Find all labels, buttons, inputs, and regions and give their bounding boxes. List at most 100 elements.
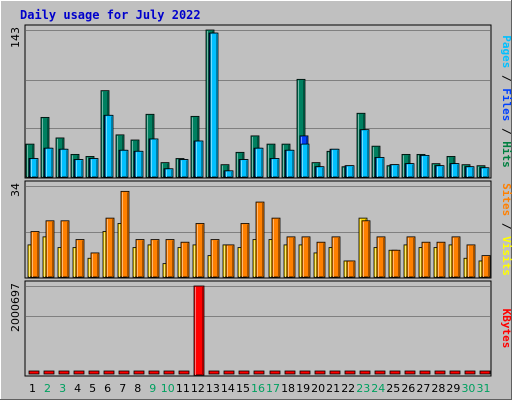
side-legend-part: Visits	[500, 236, 512, 276]
panel-kbytes: 2000697 KBytes	[9, 280, 512, 377]
bar-kbytes-day-24	[374, 370, 386, 375]
bar-pages-day-13	[209, 32, 219, 178]
day-label-25: 25	[386, 382, 400, 395]
bar-sites-day-4	[75, 239, 85, 278]
day-label-5: 5	[89, 382, 96, 395]
series-sites	[30, 190, 491, 278]
bar-pages-day-22	[345, 165, 355, 178]
bar-kbytes-day-8	[133, 370, 145, 375]
day-label-29: 29	[446, 382, 460, 395]
bar-kbytes-day-3	[58, 370, 70, 375]
bar-kbytes-day-9	[148, 370, 160, 375]
bar-sites-day-12	[195, 223, 205, 278]
bar-kbytes-day-29	[449, 370, 461, 375]
day-label-9: 9	[149, 382, 156, 395]
bar-kbytes-day-7	[118, 370, 130, 375]
bar-sites-day-11	[180, 241, 190, 278]
bar-kbytes-day-6	[103, 370, 115, 375]
bar-sites-day-23	[361, 220, 371, 278]
bar-pages-day-24	[375, 157, 385, 178]
day-label-26: 26	[401, 382, 415, 395]
bar-kbytes-day-16	[253, 370, 265, 375]
bar-sites-day-8	[135, 239, 145, 278]
bar-pages-day-29	[450, 163, 460, 178]
bar-kbytes-day-28	[434, 370, 446, 375]
bar-kbytes-day-11	[178, 370, 190, 375]
day-label-24: 24	[371, 382, 385, 395]
bar-sites-day-20	[316, 241, 326, 278]
bar-pages-day-25	[390, 164, 400, 178]
bar-sites-day-5	[90, 252, 100, 278]
series-pages	[29, 32, 490, 178]
day-label-7: 7	[119, 382, 126, 395]
bar-pages-day-26	[405, 163, 415, 178]
bar-pages-day-28	[435, 165, 445, 178]
bar-kbytes-day-14	[223, 370, 235, 375]
chart-panels: 143 Pages / Files / Hits 34 Sites / Visits 2…	[9, 24, 512, 377]
y-max-label: 2000697	[9, 283, 22, 332]
side-legend: KBytes	[500, 309, 512, 349]
day-label-17: 17	[266, 382, 280, 395]
bar-kbytes-day-5	[88, 370, 100, 375]
chart-title: Daily usage for July 2022	[20, 8, 201, 22]
bar-sites-day-29	[451, 236, 461, 278]
day-label-31: 31	[476, 382, 490, 395]
day-label-3: 3	[59, 382, 66, 395]
bar-kbytes-day-30	[464, 370, 476, 375]
bar-sites-day-10	[165, 239, 175, 278]
bar-kbytes-day-17	[269, 370, 281, 375]
bar-kbytes-day-2	[43, 370, 55, 375]
day-label-18: 18	[281, 382, 295, 395]
bar-sites-day-6	[105, 217, 115, 278]
x-axis-day-labels: 1 2 3 4 5 6 7 8 9 10 11 12 13 14 15 16 17 18 19 20 21 22 23 24 2…	[29, 382, 490, 395]
bar-pages-day-8	[134, 150, 144, 178]
side-legend-part: /	[500, 121, 512, 141]
bar-sites-day-30	[466, 244, 476, 278]
bar-pages-day-5	[89, 158, 99, 178]
bar-sites-day-14	[225, 244, 235, 278]
bar-kbytes-day-27	[419, 370, 431, 375]
bar-kbytes-day-31	[479, 370, 491, 375]
bar-pages-day-23	[360, 129, 370, 178]
side-legend-part: Hits	[500, 141, 512, 168]
bar-kbytes-day-18	[284, 370, 296, 375]
y-max-label: 143	[9, 27, 22, 48]
bar-kbytes-day-26	[404, 370, 416, 375]
bar-sites-day-26	[406, 236, 416, 278]
bar-pages-day-18	[285, 149, 295, 178]
bar-pages-day-6	[104, 114, 114, 178]
day-label-21: 21	[326, 382, 340, 395]
bar-pages-day-17	[270, 158, 280, 178]
day-label-14: 14	[221, 382, 235, 395]
bar-sites-day-31	[481, 255, 491, 278]
bar-pages-day-4	[74, 159, 84, 178]
bar-pages-day-14	[224, 170, 234, 178]
day-label-2: 2	[44, 382, 51, 395]
bar-sites-day-19	[301, 236, 311, 278]
bar-pages-day-21	[330, 148, 340, 178]
bar-sites-day-24	[376, 236, 386, 278]
bar-pages-day-10	[164, 168, 174, 178]
bar-pages-day-9	[149, 138, 159, 178]
bar-sites-day-22	[346, 260, 356, 278]
bar-sites-day-3	[60, 220, 70, 278]
bar-sites-day-9	[150, 239, 160, 278]
bar-pages-day-1	[29, 158, 39, 178]
bar-pages-day-30	[465, 166, 475, 178]
bar-sites-day-7	[120, 190, 130, 278]
bar-kbytes-day-10	[163, 370, 175, 375]
side-legend: Sites / Visits	[500, 183, 512, 276]
bar-kbytes-day-12	[193, 285, 205, 376]
day-label-30: 30	[461, 382, 475, 395]
panel-box	[24, 280, 492, 377]
bar-sites-day-15	[240, 223, 250, 278]
bar-pages-day-31	[480, 167, 490, 178]
bar-sites-day-2	[45, 220, 55, 278]
side-legend-part: /	[500, 68, 512, 88]
bar-sites-day-16	[255, 201, 265, 278]
bar-kbytes-day-21	[329, 370, 341, 375]
side-legend-part: Sites	[500, 183, 512, 216]
y-max-label: 34	[9, 183, 22, 197]
bar-pages-day-11	[179, 159, 189, 178]
